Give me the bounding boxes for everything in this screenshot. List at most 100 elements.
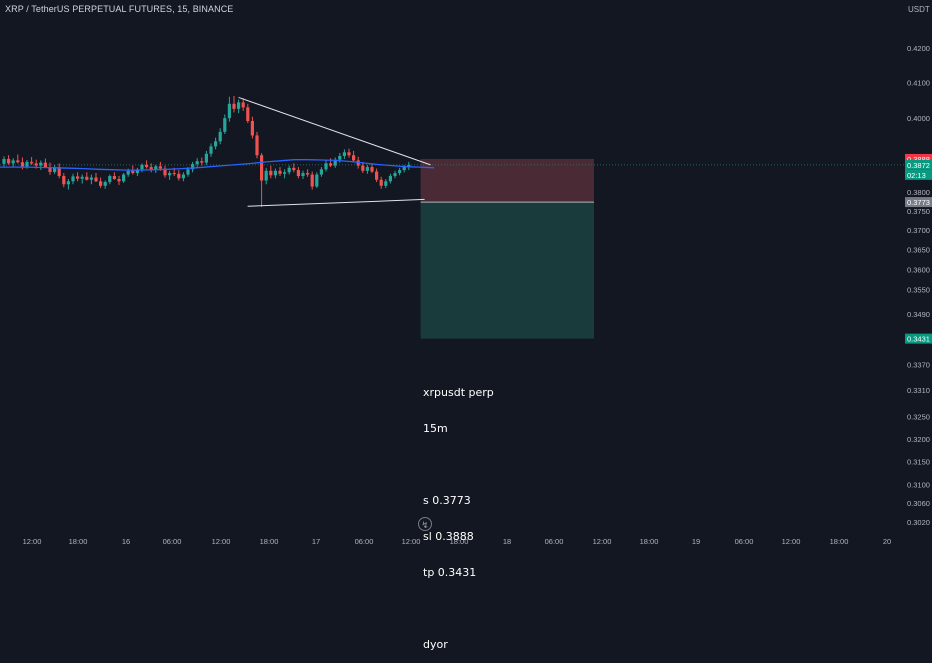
- lightning-bolt-icon[interactable]: ↯: [418, 517, 432, 531]
- candle-body: [57, 167, 61, 177]
- candle-body: [214, 141, 218, 147]
- y-axis-tick-label: 0.3800: [907, 188, 930, 197]
- chart-area[interactable]: 0.4200 0.4100 0.4000 0.3800 0.3750 0.3700 0.36…: [0, 0, 932, 550]
- y-axis-tick-label: 0.3700: [907, 226, 930, 235]
- candle-body: [85, 176, 89, 180]
- candle-body: [402, 167, 406, 171]
- x-axis-tick-label: 19: [692, 537, 700, 546]
- price-badge-label: 0.3872: [907, 161, 930, 170]
- candle-body: [347, 152, 351, 156]
- candle-body: [218, 131, 222, 142]
- candle-body: [154, 166, 158, 171]
- candle-body: [131, 170, 135, 174]
- candle-body: [269, 170, 273, 176]
- candle-body: [126, 170, 130, 175]
- candle-body: [250, 120, 254, 136]
- candle-body: [99, 181, 103, 186]
- candle-body: [361, 165, 365, 171]
- symbol-title[interactable]: XRP / TetherUS PERPETUAL FUTURES, 15, BI…: [5, 4, 234, 14]
- price-badge: [905, 197, 932, 208]
- candle-body: [168, 173, 172, 176]
- candle-body: [103, 182, 107, 186]
- candle-body: [145, 164, 149, 168]
- candle-body: [264, 170, 268, 181]
- y-axis-tick-label: 0.3600: [907, 266, 930, 275]
- candle-body: [315, 174, 319, 187]
- price-badge: [905, 333, 932, 344]
- candle-body: [310, 174, 314, 187]
- y-axis-tick-label: 0.3150: [907, 457, 930, 466]
- note-line: tp 0.3431: [423, 566, 477, 579]
- candle-body: [255, 135, 259, 156]
- candle-body: [172, 173, 176, 175]
- currency-unit-label: USDT: [908, 5, 930, 14]
- candle-body: [140, 164, 144, 170]
- candle-body: [296, 170, 300, 177]
- candle-body: [287, 167, 291, 173]
- x-axis-tick-label: 06:00: [163, 537, 182, 546]
- y-axis-tick-label: 0.4200: [907, 44, 930, 53]
- candle-body: [89, 177, 93, 180]
- x-axis-tick-label: 06:00: [355, 537, 374, 546]
- candle-body: [407, 164, 411, 168]
- note-line: [423, 603, 494, 615]
- candle-body: [292, 167, 296, 171]
- candle-body: [25, 161, 29, 167]
- y-axis-tick-label: 0.3020: [907, 518, 930, 527]
- candle-body: [80, 176, 84, 179]
- y-axis-tick-label: 0.3650: [907, 246, 930, 255]
- price-badge-label: 02:13: [907, 171, 926, 180]
- candle-body: [108, 176, 112, 183]
- candle-body: [62, 176, 66, 185]
- candle-body: [16, 160, 20, 163]
- candle-body: [66, 181, 70, 185]
- candle-body: [241, 102, 245, 108]
- note-line: sl 0.3888: [423, 530, 474, 543]
- y-axis-tick-label: 0.3550: [907, 286, 930, 295]
- candle-body: [200, 161, 204, 163]
- candle-body: [375, 171, 379, 180]
- candle-body: [181, 174, 185, 179]
- x-axis-tick-label: 18:00: [69, 537, 88, 546]
- candle-body: [11, 160, 15, 164]
- candle-body: [260, 155, 264, 181]
- candle-body: [384, 181, 388, 186]
- candle-body: [223, 118, 227, 132]
- candle-body: [158, 166, 162, 169]
- y-axis-tick-label: 0.3250: [907, 413, 930, 422]
- x-axis-tick-label: 06:00: [545, 537, 564, 546]
- note-line: dyor: [423, 638, 448, 651]
- y-axis-tick-label: 0.3310: [907, 386, 930, 395]
- x-axis-tick-label: 12:00: [23, 537, 42, 546]
- candle-body: [53, 167, 57, 172]
- upper-trendline: [238, 96, 431, 166]
- x-axis-tick-label: 18:00: [450, 537, 469, 546]
- y-axis-tick-label: 0.3200: [907, 435, 930, 444]
- candle-body: [43, 162, 47, 168]
- y-axis-tick-label: 0.3750: [907, 207, 930, 216]
- candle-body: [306, 173, 310, 175]
- candle-body: [30, 161, 34, 164]
- x-axis-tick-label: 20: [883, 537, 891, 546]
- candle-body: [186, 169, 190, 175]
- x-axis-tick-label: 12:00: [402, 537, 421, 546]
- candle-body: [338, 155, 342, 160]
- candle-body: [112, 176, 116, 180]
- x-axis-tick-label: 18:00: [830, 537, 849, 546]
- candle-body: [393, 173, 397, 177]
- candle-body: [329, 163, 333, 166]
- y-axis-tick-label: 0.3370: [907, 360, 930, 369]
- x-axis-tick-label: 12:00: [593, 537, 612, 546]
- candle-body: [342, 152, 346, 156]
- candle-body: [301, 173, 305, 177]
- candle-body: [177, 173, 181, 179]
- candle-body: [365, 167, 369, 171]
- candle-body: [34, 163, 38, 166]
- x-axis-tick-label: 18: [503, 537, 511, 546]
- y-axis-tick-label: 0.4100: [907, 79, 930, 88]
- candle-body: [379, 179, 383, 186]
- candle-body: [122, 174, 126, 182]
- chart-canvas[interactable]: 0.4200 0.4100 0.4000 0.3800 0.3750 0.3700 0.36…: [0, 0, 932, 550]
- candle-body: [149, 167, 153, 171]
- candle-body: [71, 176, 75, 182]
